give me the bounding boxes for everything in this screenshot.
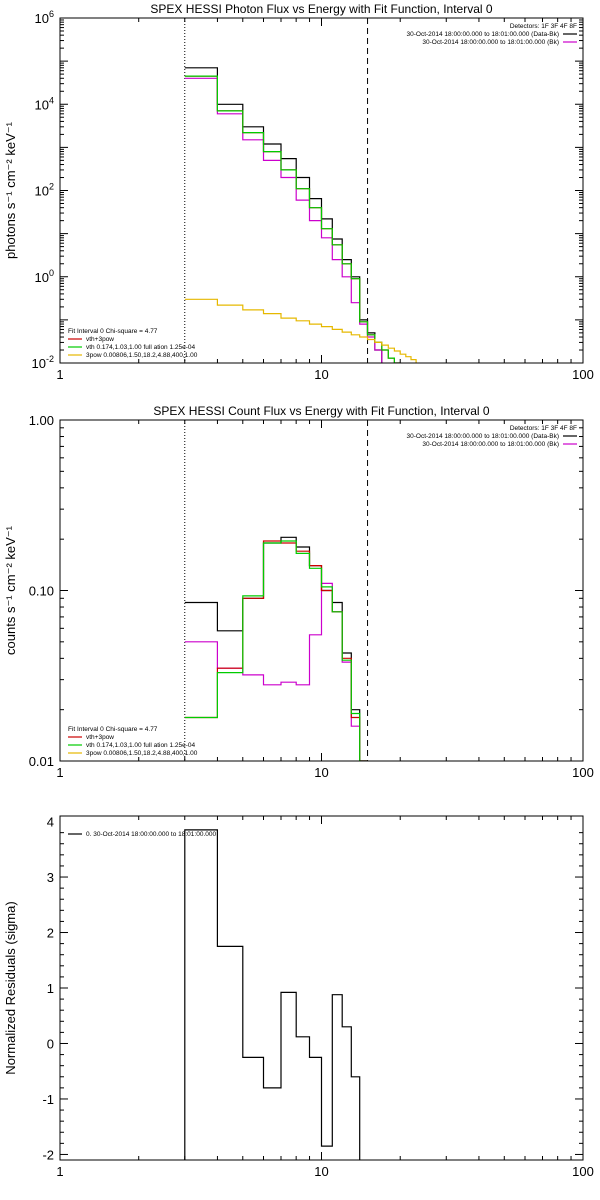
- legend-title: Fit Interval 0 Chi-square = 4.77: [68, 328, 158, 335]
- legend-bottom-left: Fit Interval 0 Chi-square = 4.77vth+3pow…: [68, 328, 198, 359]
- x-tick-label: 10: [314, 1164, 328, 1179]
- y-axis-label: counts s⁻¹ cm⁻² keV⁻¹: [3, 525, 18, 655]
- x-tick-label: 100: [572, 765, 594, 780]
- legend-title: Fit Interval 0 Chi-square = 4.77: [68, 726, 158, 733]
- legend-entry-text: 30-Oct-2014 18:00:00.000 to 18:01:00.000…: [407, 433, 560, 440]
- x-tick-label: 1: [56, 765, 63, 780]
- y-tick-label: -2: [42, 1147, 54, 1162]
- legend-entry-text: vth+3pow: [86, 734, 114, 741]
- legend-entry-text: 30-Oct-2014 18:00:00.000 to 18:01:00.000…: [422, 39, 559, 46]
- y-axis-label: Normalized Residuals (sigma): [3, 901, 18, 1074]
- legend-entry-text: vth 0.174,1.03,1.00 full ation 1.25e-04: [86, 742, 196, 749]
- y-tick-label: 4: [47, 815, 54, 830]
- y-tick-label: 0: [47, 1036, 54, 1051]
- legend-entry-text: 0. 30-Oct-2014 18:00:00.000 to 18:01:00.…: [86, 831, 216, 838]
- series-line-4: [184, 75, 401, 363]
- series-line-5: [184, 298, 417, 363]
- x-tick-label: 1: [56, 367, 63, 382]
- y-tick-label: 1.00: [29, 413, 54, 428]
- legend-entry-text: 3pow 0.00806,1.50,18.2,4.88,400,1.00: [86, 750, 198, 757]
- legend-title: Detectors: 1F 3F 4F 8F: [510, 23, 577, 30]
- legend-title: Detectors: 1F 3F 4F 8F: [510, 425, 577, 432]
- legend-entry-text: 30-Oct-2014 18:00:00.000 to 18:01:00.000…: [407, 31, 560, 38]
- chart-title: SPEX HESSI Photon Flux vs Energy with Fi…: [150, 2, 492, 16]
- y-tick-label: 2: [47, 926, 54, 941]
- chart-title: SPEX HESSI Count Flux vs Energy with Fit…: [153, 404, 489, 418]
- y-tick-label: 0.01: [29, 754, 54, 769]
- legend-entry-text: 3pow 0.00806,1.50,18.2,4.88,400,1.00: [86, 352, 198, 359]
- legend-bottom-left: Fit Interval 0 Chi-square = 4.77vth+3pow…: [68, 726, 198, 757]
- y-tick-label: 102: [35, 182, 54, 199]
- y-tick-label: 0.10: [29, 584, 54, 599]
- y-tick-label: -1: [42, 1092, 54, 1107]
- x-tick-label: 100: [572, 367, 594, 382]
- y-tick-label: 3: [47, 870, 54, 885]
- legend-entry-text: vth+3pow: [86, 336, 114, 343]
- series-line-4: [184, 540, 368, 761]
- x-tick-label: 10: [314, 765, 328, 780]
- chart-panel-2: SPEX HESSI Count Flux vs Energy with Fit…: [3, 404, 594, 780]
- legend-entry-text: 30-Oct-2014 18:00:00.000 to 18:01:00.000…: [422, 441, 559, 448]
- chart-panel-3: 1 10 100 -2 -1 0 1 2 3 4 Normalized Residuals (sig…: [3, 815, 594, 1179]
- y-tick-label: 100: [35, 268, 54, 285]
- legend-entry-text: vth 0.174,1.03,1.00 full ation 1.25e-04: [86, 344, 196, 351]
- series-group: [184, 67, 417, 363]
- series-line-1: [184, 829, 361, 1160]
- y-axis-label: photons s⁻¹ cm⁻² keV⁻¹: [3, 121, 18, 259]
- y-tick-label: 10-2: [32, 354, 54, 371]
- y-tick-label: 106: [35, 9, 54, 26]
- series-group: [184, 829, 361, 1160]
- x-tick-label: 1: [56, 1164, 63, 1179]
- series-group: [184, 536, 368, 761]
- x-tick-label: 100: [572, 1164, 594, 1179]
- y-tick-label: 1: [47, 981, 54, 996]
- legend-top-left: 0. 30-Oct-2014 18:00:00.000 to 18:01:00.…: [68, 831, 216, 838]
- chart-panel-1: SPEX HESSI Photon Flux vs Energy with Fi…: [3, 2, 594, 382]
- y-tick-label: 104: [35, 95, 54, 112]
- x-tick-label: 10: [314, 367, 328, 382]
